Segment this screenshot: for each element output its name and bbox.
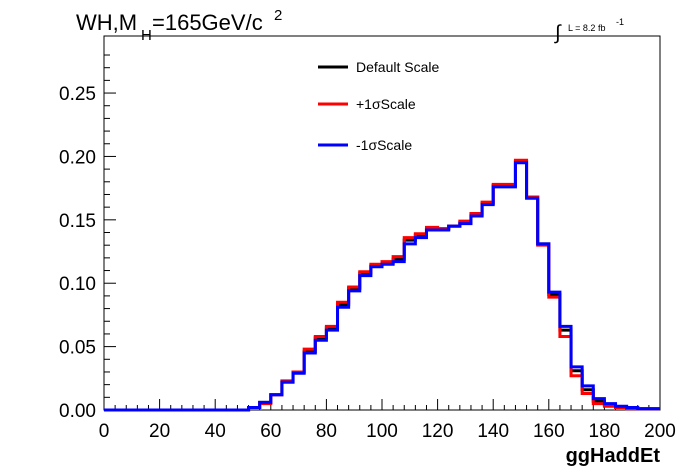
y-tick-label: 0.20 [59, 147, 96, 168]
x-tick-label: 100 [366, 421, 398, 442]
x-tick-label: 180 [589, 421, 621, 442]
legend-label-default: Default Scale [356, 59, 439, 75]
luminosity-exponent: -1 [616, 17, 624, 27]
chart-title-main: WH,M [76, 10, 137, 35]
x-tick-label: 120 [422, 421, 454, 442]
legend-label-plus1sigma: +1σScale [356, 96, 416, 112]
y-tick-label: 0.25 [59, 84, 96, 105]
legend-label-minus1sigma: -1σScale [356, 137, 412, 153]
y-tick-label: 0.05 [59, 338, 96, 359]
y-tick-label: 0.15 [59, 211, 96, 232]
chart-title-rest: =165GeV/c [152, 10, 263, 35]
y-tick-label: 0.10 [59, 274, 96, 295]
series-group [104, 158, 660, 412]
x-tick-label: 40 [205, 421, 226, 442]
integral-symbol: ∫ [554, 22, 562, 44]
x-tick-label: 20 [149, 421, 170, 442]
x-axis-label: ggHaddEt [566, 445, 661, 467]
y-axis: 0.00 0.05 0.10 0.15 0.20 0.25 [59, 54, 116, 422]
x-tick-label: 60 [260, 421, 281, 442]
x-tick-label: 0 [99, 421, 110, 442]
x-tick-label: 80 [316, 421, 337, 442]
y-tick-label: 0.00 [59, 401, 96, 422]
x-tick-label: 160 [533, 421, 565, 442]
x-axis: 0 20 40 60 80 100 120 140 160 180 200 [99, 399, 676, 442]
x-tick-label: 200 [644, 421, 676, 442]
x-tick-label: 140 [477, 421, 509, 442]
chart-title-superscript: 2 [274, 7, 282, 24]
luminosity-label: L = 8.2 fb [568, 23, 605, 33]
series-minus1sigma-scale [104, 161, 660, 412]
legend: Default Scale +1σScale -1σScale [318, 59, 439, 153]
